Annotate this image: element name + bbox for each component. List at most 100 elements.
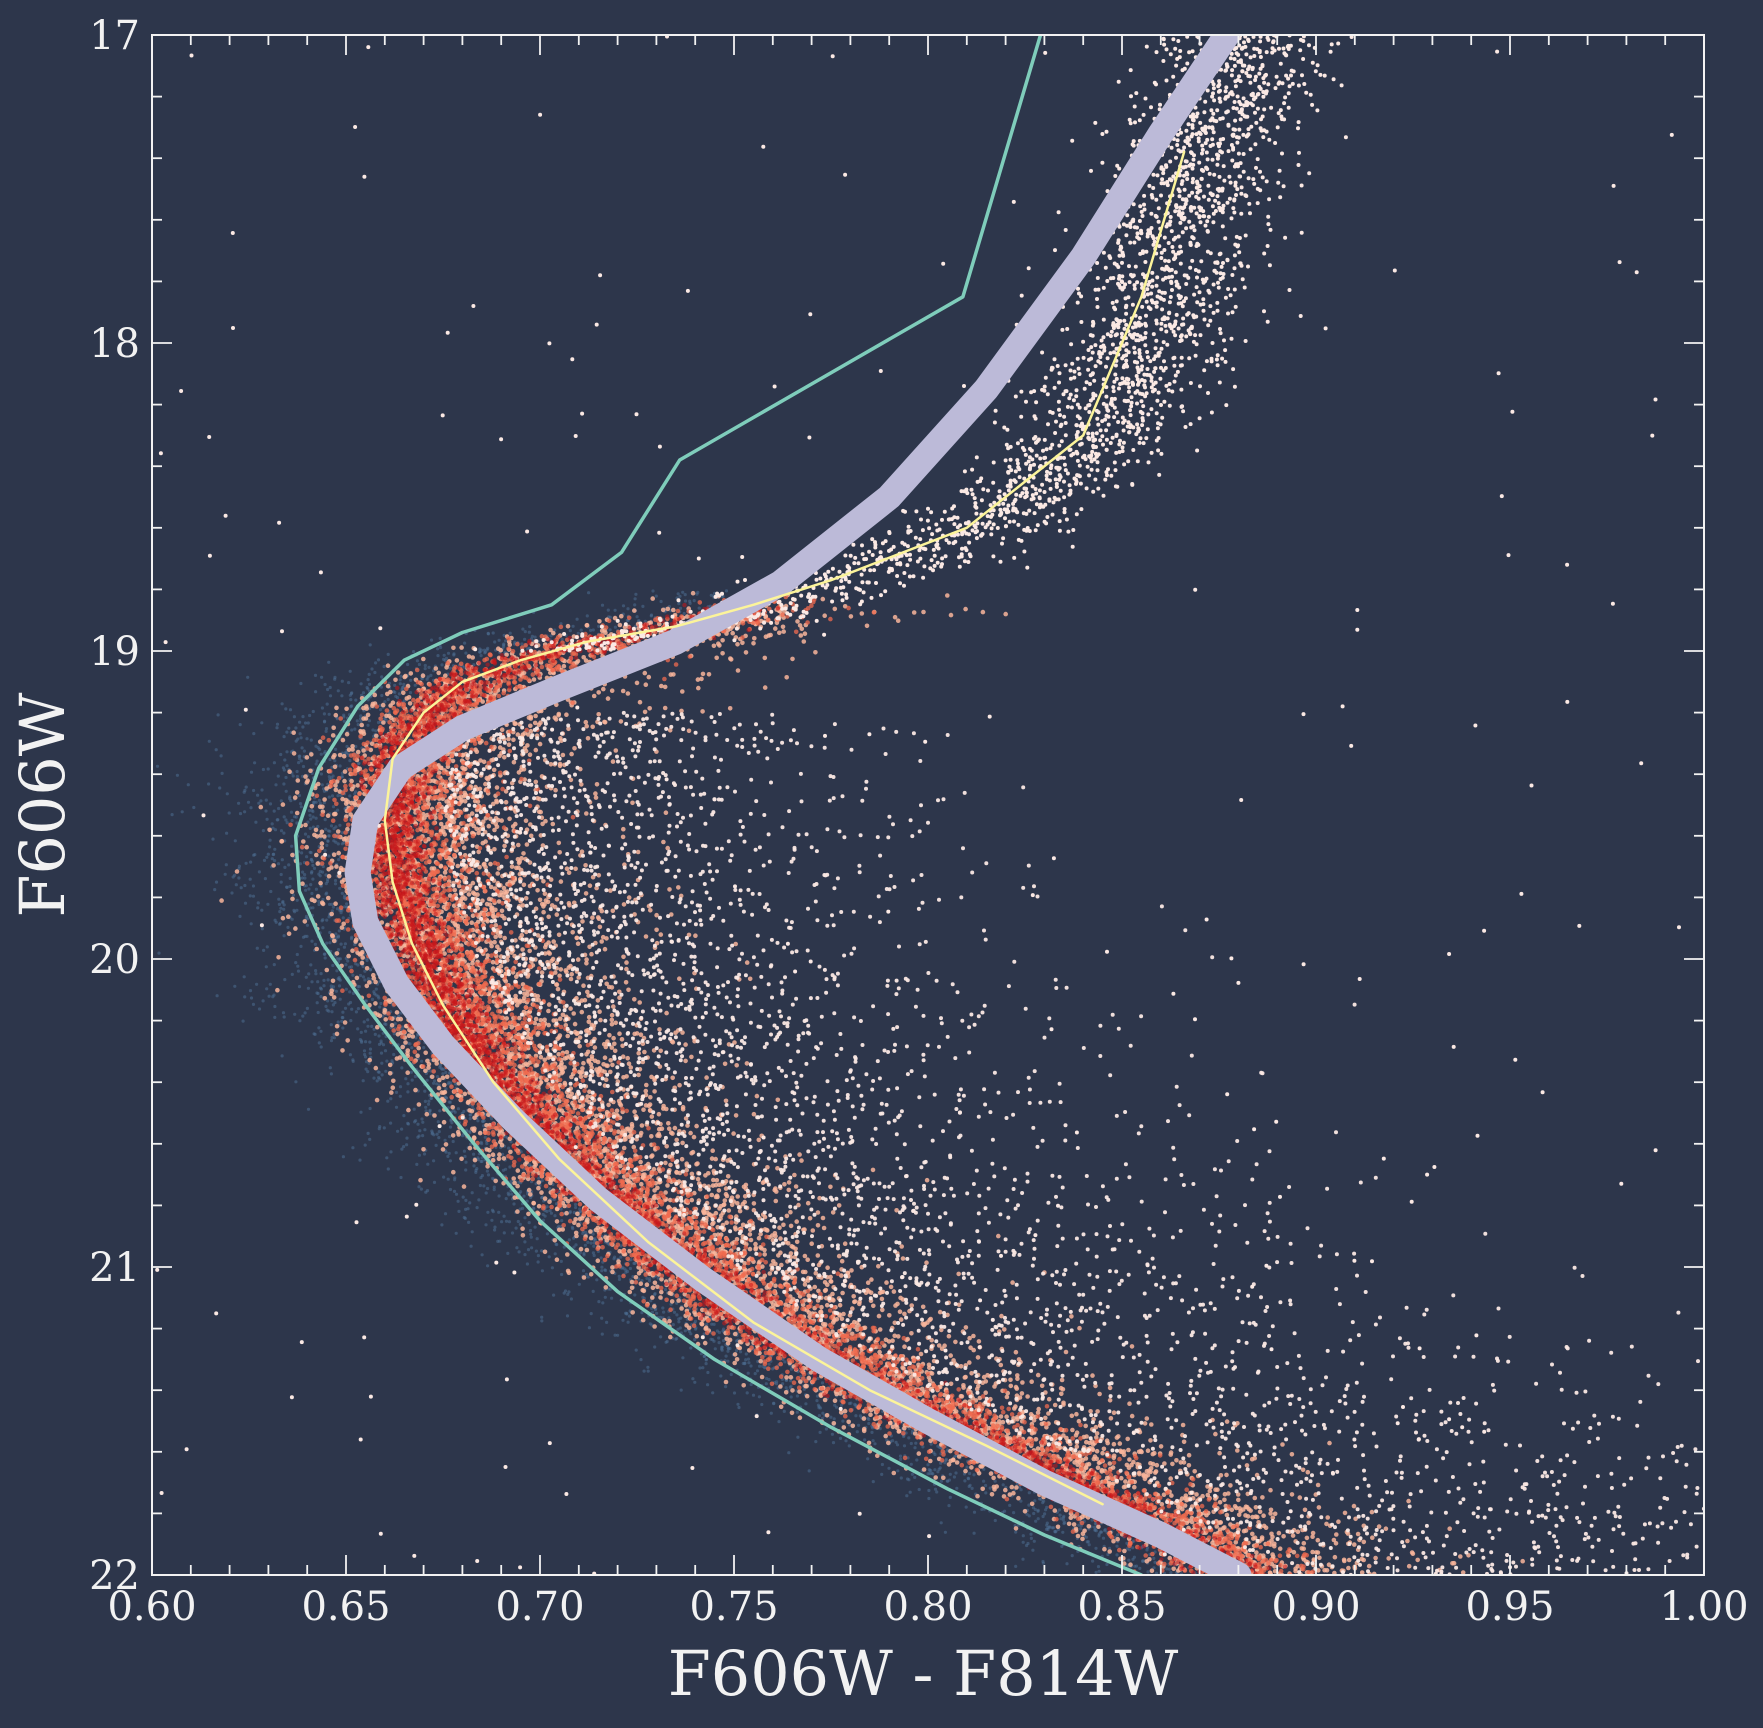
blue-scatter-point xyxy=(283,866,286,869)
blue-scatter-point xyxy=(1044,1508,1047,1511)
blue-scatter-point xyxy=(323,953,326,956)
blue-scatter-point xyxy=(328,796,331,799)
star-point xyxy=(493,1179,498,1184)
blue-scatter-point xyxy=(207,782,210,785)
blue-scatter-point xyxy=(399,1176,402,1179)
blue-scatter-point xyxy=(783,1360,786,1363)
blue-scatter-point xyxy=(1059,1517,1062,1520)
star-point xyxy=(821,597,826,602)
blue-scatter-point xyxy=(910,1442,913,1445)
star-point xyxy=(396,670,401,675)
blue-scatter-point xyxy=(358,1159,361,1162)
blue-scatter-point xyxy=(291,819,294,822)
blue-scatter-point xyxy=(433,1079,436,1082)
star-point xyxy=(373,1001,378,1006)
blue-scatter-point xyxy=(614,1334,617,1337)
blue-scatter-point xyxy=(402,683,405,686)
blue-scatter-point xyxy=(260,788,263,791)
star-point xyxy=(999,1414,1004,1419)
blue-scatter-point xyxy=(265,965,268,968)
star-point xyxy=(1352,1504,1357,1509)
star-point xyxy=(649,1134,654,1139)
blue-scatter-point xyxy=(726,1350,729,1353)
blue-scatter-point xyxy=(297,970,300,973)
blue-scatter-point xyxy=(673,1311,676,1314)
blue-scatter-point xyxy=(844,1439,847,1442)
blue-scatter-point xyxy=(413,1108,416,1111)
blue-scatter-point xyxy=(216,994,219,997)
blue-scatter-point xyxy=(474,1171,477,1174)
blue-scatter-point xyxy=(449,667,452,670)
blue-scatter-point xyxy=(422,1046,425,1049)
blue-scatter-point xyxy=(441,1072,444,1075)
star-point xyxy=(565,1252,570,1257)
blue-scatter-point xyxy=(380,1040,383,1043)
blue-scatter-point xyxy=(283,934,286,937)
blue-scatter-point xyxy=(339,979,342,982)
star-point xyxy=(1316,1538,1321,1543)
blue-scatter-point xyxy=(377,658,380,661)
blue-scatter-point xyxy=(320,753,323,756)
star-point xyxy=(676,885,681,890)
blue-scatter-point xyxy=(305,976,308,979)
blue-scatter-point xyxy=(590,1242,593,1245)
star-point xyxy=(866,1280,871,1285)
blue-scatter-point xyxy=(312,710,315,713)
blue-scatter-point xyxy=(385,1156,388,1159)
blue-scatter-point xyxy=(719,1374,722,1377)
blue-scatter-point xyxy=(321,926,324,929)
blue-scatter-point xyxy=(639,1358,642,1361)
blue-scatter-point xyxy=(239,812,242,815)
blue-scatter-point xyxy=(535,1250,538,1253)
blue-scatter-point xyxy=(870,1431,873,1434)
blue-scatter-point xyxy=(689,602,692,605)
blue-scatter-point xyxy=(436,1133,439,1136)
blue-scatter-point xyxy=(280,829,283,832)
blue-scatter-point xyxy=(683,612,686,615)
blue-scatter-point xyxy=(330,1023,333,1026)
star-point xyxy=(996,1234,1001,1239)
star-point xyxy=(1362,1540,1367,1545)
blue-scatter-point xyxy=(487,1173,490,1176)
blue-scatter-point xyxy=(368,673,371,676)
blue-scatter-point xyxy=(693,599,696,602)
star-point xyxy=(1182,1440,1187,1445)
blue-scatter-point xyxy=(333,676,336,679)
star-point xyxy=(751,641,756,646)
star-point xyxy=(462,845,467,850)
blue-scatter-point xyxy=(984,1484,987,1487)
blue-scatter-point xyxy=(430,639,433,642)
star-point xyxy=(546,1009,551,1014)
blue-scatter-point xyxy=(612,1257,615,1260)
star-point xyxy=(833,607,838,612)
blue-scatter-point xyxy=(273,1005,276,1008)
blue-scatter-point xyxy=(498,1194,501,1197)
star-point xyxy=(634,1275,639,1280)
blue-scatter-point xyxy=(363,978,366,981)
blue-scatter-point xyxy=(377,721,380,724)
blue-scatter-point xyxy=(512,1202,515,1205)
blue-scatter-point xyxy=(453,1176,456,1179)
blue-scatter-point xyxy=(389,1097,392,1100)
blue-scatter-point xyxy=(714,1347,717,1350)
blue-scatter-point xyxy=(684,593,687,596)
blue-scatter-point xyxy=(600,1256,603,1259)
blue-scatter-point xyxy=(427,1103,430,1106)
blue-scatter-point xyxy=(304,889,307,892)
blue-scatter-point xyxy=(585,1273,588,1276)
blue-scatter-point xyxy=(511,1231,514,1234)
blue-scatter-point xyxy=(1052,1526,1055,1529)
blue-scatter-point xyxy=(310,739,313,742)
blue-scatter-point xyxy=(605,1321,608,1324)
blue-scatter-point xyxy=(701,1366,704,1369)
blue-scatter-point xyxy=(320,972,323,975)
blue-scatter-point xyxy=(359,974,362,977)
blue-scatter-point xyxy=(371,728,374,731)
star-point xyxy=(695,1161,700,1166)
blue-scatter-point xyxy=(329,686,332,689)
blue-scatter-point xyxy=(476,1119,479,1122)
blue-scatter-point xyxy=(350,691,353,694)
blue-scatter-point xyxy=(316,760,319,763)
blue-scatter-point xyxy=(537,1260,540,1263)
blue-scatter-point xyxy=(426,1079,429,1082)
